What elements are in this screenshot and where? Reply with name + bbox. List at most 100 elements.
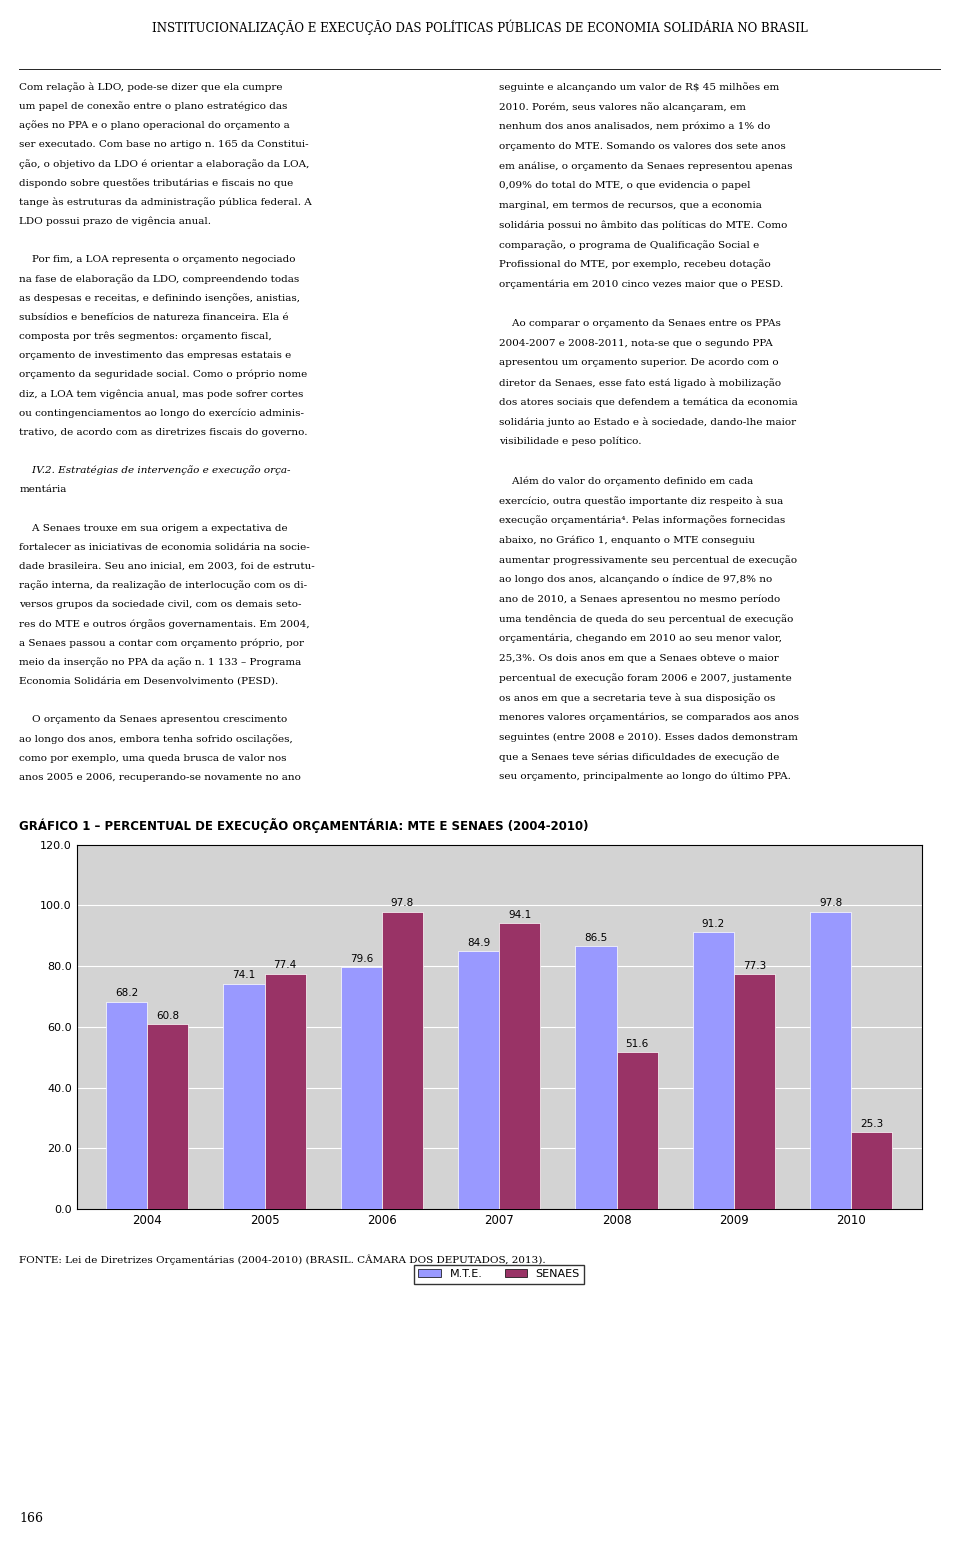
Text: Com relação à LDO, pode-se dizer que ela cumpre: Com relação à LDO, pode-se dizer que ela… <box>19 82 282 91</box>
Text: mentária: mentária <box>19 485 66 494</box>
Text: orçamento da seguridade social. Como o próprio nome: orçamento da seguridade social. Como o p… <box>19 370 307 380</box>
Bar <box>147 1025 188 1209</box>
Text: dos atores sociais que defendem a temática da economia: dos atores sociais que defendem a temáti… <box>499 398 798 408</box>
Text: ações no PPA e o plano operacional do orçamento a: ações no PPA e o plano operacional do or… <box>19 121 290 130</box>
Text: como por exemplo, uma queda brusca de valor nos: como por exemplo, uma queda brusca de va… <box>19 753 287 763</box>
Text: as despesas e receitas, e definindo isenções, anistias,: as despesas e receitas, e definindo isen… <box>19 293 300 302</box>
Bar <box>224 984 265 1209</box>
Text: Além do valor do orçamento definido em cada: Além do valor do orçamento definido em c… <box>499 476 754 485</box>
Text: orçamentária em 2010 cinco vezes maior que o PESD.: orçamentária em 2010 cinco vezes maior q… <box>499 279 783 288</box>
Text: 91.2: 91.2 <box>702 919 725 928</box>
Text: 79.6: 79.6 <box>349 953 372 964</box>
Text: ano de 2010, a Senaes apresentou no mesmo período: ano de 2010, a Senaes apresentou no mesm… <box>499 595 780 604</box>
Text: res do MTE e outros órgãos governamentais. Em 2004,: res do MTE e outros órgãos governamentai… <box>19 618 310 629</box>
Text: anos 2005 e 2006, recuperando-se novamente no ano: anos 2005 e 2006, recuperando-se novamen… <box>19 773 301 781</box>
Text: IV.2. Estratégias de intervenção e execução orça-: IV.2. Estratégias de intervenção e execu… <box>19 465 291 476</box>
Text: diretor da Senaes, esse fato está ligado à mobilização: diretor da Senaes, esse fato está ligado… <box>499 378 781 388</box>
Text: dade brasileira. Seu ano inicial, em 2003, foi de estrutu-: dade brasileira. Seu ano inicial, em 200… <box>19 561 315 570</box>
Text: na fase de elaboração da LDO, compreendendo todas: na fase de elaboração da LDO, compreende… <box>19 274 300 284</box>
Text: nenhum dos anos analisados, nem próximo a 1% do: nenhum dos anos analisados, nem próximo … <box>499 122 771 132</box>
Text: orçamento do MTE. Somando os valores dos sete anos: orçamento do MTE. Somando os valores dos… <box>499 143 786 150</box>
Bar <box>499 924 540 1209</box>
Text: tange às estruturas da administração pública federal. A: tange às estruturas da administração púb… <box>19 197 312 208</box>
Text: 51.6: 51.6 <box>626 1038 649 1049</box>
Text: diz, a LOA tem vigência anual, mas pode sofrer cortes: diz, a LOA tem vigência anual, mas pode … <box>19 389 303 398</box>
Text: ou contingenciamentos ao longo do exercício adminis-: ou contingenciamentos ao longo do exercí… <box>19 408 304 419</box>
Text: FONTE: Lei de Diretrizes Orçamentárias (2004-2010) (BRASIL. CÂMARA DOS DEPUTADOS: FONTE: Lei de Diretrizes Orçamentárias (… <box>19 1254 546 1265</box>
Text: 97.8: 97.8 <box>819 899 842 908</box>
Bar <box>265 973 305 1209</box>
Text: apresentou um orçamento superior. De acordo com o: apresentou um orçamento superior. De aco… <box>499 358 779 367</box>
Text: 2010. Porém, seus valores não alcançaram, em: 2010. Porém, seus valores não alcançaram… <box>499 102 746 112</box>
Text: meio da inserção no PPA da ação n. 1 133 – Programa: meio da inserção no PPA da ação n. 1 133… <box>19 657 301 666</box>
Text: fortalecer as iniciativas de economia solidária na socie-: fortalecer as iniciativas de economia so… <box>19 542 310 552</box>
Text: menores valores orçamentários, se comparados aos anos: menores valores orçamentários, se compar… <box>499 713 799 722</box>
Text: 25,3%. Os dois anos em que a Senaes obteve o maior: 25,3%. Os dois anos em que a Senaes obte… <box>499 654 779 663</box>
Bar <box>852 1132 892 1209</box>
Text: Profissional do MTE, por exemplo, recebeu dotação: Profissional do MTE, por exemplo, recebe… <box>499 260 771 270</box>
Text: solidária junto ao Estado e à sociedade, dando-lhe maior: solidária junto ao Estado e à sociedade,… <box>499 417 797 426</box>
Text: INSTITUCIONALIZAÇÃO E EXECUÇÃO DAS POLÍTICAS PÚBLICAS DE ECONOMIA SOLIDÁRIA NO B: INSTITUCIONALIZAÇÃO E EXECUÇÃO DAS POLÍT… <box>152 20 808 36</box>
Text: ao longo dos anos, embora tenha sofrido oscilações,: ao longo dos anos, embora tenha sofrido … <box>19 735 293 744</box>
Bar <box>575 947 616 1209</box>
Text: que a Senaes teve sérias dificuldades de execução de: que a Senaes teve sérias dificuldades de… <box>499 752 780 761</box>
Text: 166: 166 <box>19 1513 43 1525</box>
Text: seu orçamento, principalmente ao longo do último PPA.: seu orçamento, principalmente ao longo d… <box>499 772 791 781</box>
Text: LDO possui prazo de vigência anual.: LDO possui prazo de vigência anual. <box>19 217 211 226</box>
Text: 2004-2007 e 2008-2011, nota-se que o segundo PPA: 2004-2007 e 2008-2011, nota-se que o seg… <box>499 339 773 347</box>
Text: Por fim, a LOA representa o orçamento negociado: Por fim, a LOA representa o orçamento ne… <box>19 256 296 264</box>
Text: aumentar progressivamente seu percentual de execução: aumentar progressivamente seu percentual… <box>499 555 798 564</box>
Legend: M.T.E., SENAES: M.T.E., SENAES <box>414 1265 585 1283</box>
Text: marginal, em termos de recursos, que a economia: marginal, em termos de recursos, que a e… <box>499 202 762 209</box>
Text: a Senaes passou a contar com orçamento próprio, por: a Senaes passou a contar com orçamento p… <box>19 639 304 648</box>
Text: seguinte e alcançando um valor de R$ 45 milhões em: seguinte e alcançando um valor de R$ 45 … <box>499 82 780 93</box>
Bar <box>616 1052 658 1209</box>
Text: Ao comparar o orçamento da Senaes entre os PPAs: Ao comparar o orçamento da Senaes entre … <box>499 319 781 329</box>
Text: versos grupos da sociedade civil, com os demais seto-: versos grupos da sociedade civil, com os… <box>19 600 301 609</box>
Text: ração interna, da realização de interlocução com os di-: ração interna, da realização de interloc… <box>19 581 307 591</box>
Bar <box>458 952 499 1209</box>
Text: exercício, outra questão importante diz respeito à sua: exercício, outra questão importante diz … <box>499 496 783 505</box>
Bar <box>382 911 423 1209</box>
Text: orçamento de investimento das empresas estatais e: orçamento de investimento das empresas e… <box>19 350 292 360</box>
Text: os anos em que a secretaria teve à sua disposição os: os anos em que a secretaria teve à sua d… <box>499 693 776 702</box>
Text: um papel de conexão entre o plano estratégico das: um papel de conexão entre o plano estrat… <box>19 101 288 112</box>
Text: composta por três segmentos: orçamento fiscal,: composta por três segmentos: orçamento f… <box>19 332 272 341</box>
Text: em análise, o orçamento da Senaes representou apenas: em análise, o orçamento da Senaes repres… <box>499 161 793 170</box>
Text: dispondo sobre questões tributárias e fiscais no que: dispondo sobre questões tributárias e fi… <box>19 178 294 188</box>
Text: 86.5: 86.5 <box>585 933 608 942</box>
Text: trativo, de acordo com as diretrizes fiscais do governo.: trativo, de acordo com as diretrizes fis… <box>19 428 308 437</box>
Text: uma tendência de queda do seu percentual de execução: uma tendência de queda do seu percentual… <box>499 614 794 623</box>
Text: 77.3: 77.3 <box>743 961 766 970</box>
Text: 60.8: 60.8 <box>156 1011 180 1021</box>
Text: execução orçamentária⁴. Pelas informações fornecidas: execução orçamentária⁴. Pelas informaçõe… <box>499 516 785 525</box>
Text: subsídios e benefícios de natureza financeira. Ela é: subsídios e benefícios de natureza finan… <box>19 313 289 322</box>
Text: abaixo, no Gráfico 1, enquanto o MTE conseguiu: abaixo, no Gráfico 1, enquanto o MTE con… <box>499 535 756 546</box>
Bar <box>733 975 775 1209</box>
Bar <box>107 1001 147 1209</box>
Text: percentual de execução foram 2006 e 2007, justamente: percentual de execução foram 2006 e 2007… <box>499 673 792 684</box>
Text: 74.1: 74.1 <box>232 970 255 981</box>
Bar <box>810 911 852 1209</box>
Text: 25.3: 25.3 <box>860 1119 883 1128</box>
Text: seguintes (entre 2008 e 2010). Esses dados demonstram: seguintes (entre 2008 e 2010). Esses dad… <box>499 733 798 741</box>
Text: ao longo dos anos, alcançando o índice de 97,8% no: ao longo dos anos, alcançando o índice d… <box>499 575 773 584</box>
Text: 94.1: 94.1 <box>508 910 531 919</box>
Text: orçamentária, chegando em 2010 ao seu menor valor,: orçamentária, chegando em 2010 ao seu me… <box>499 634 782 643</box>
Text: 97.8: 97.8 <box>391 899 414 908</box>
Text: visibilidade e peso político.: visibilidade e peso político. <box>499 437 641 446</box>
Bar <box>341 967 382 1209</box>
Text: 68.2: 68.2 <box>115 989 138 998</box>
Text: ção, o objetivo da LDO é orientar a elaboração da LOA,: ção, o objetivo da LDO é orientar a elab… <box>19 158 309 169</box>
Text: 0,09% do total do MTE, o que evidencia o papel: 0,09% do total do MTE, o que evidencia o… <box>499 181 751 191</box>
Text: 77.4: 77.4 <box>274 961 297 970</box>
Text: solidária possui no âmbito das políticas do MTE. Como: solidária possui no âmbito das políticas… <box>499 220 787 229</box>
Text: Economia Solidária em Desenvolvimento (PESD).: Economia Solidária em Desenvolvimento (P… <box>19 677 278 687</box>
Text: A Senaes trouxe em sua origem a expectativa de: A Senaes trouxe em sua origem a expectat… <box>19 524 288 533</box>
Text: ser executado. Com base no artigo n. 165 da Constitui-: ser executado. Com base no artigo n. 165… <box>19 140 309 149</box>
Text: comparação, o programa de Qualificação Social e: comparação, o programa de Qualificação S… <box>499 240 759 250</box>
Text: 84.9: 84.9 <box>468 938 491 947</box>
Text: GRÁFICO 1 – PERCENTUAL DE EXECUÇÃO ORÇAMENTÁRIA: MTE E SENAES (2004-2010): GRÁFICO 1 – PERCENTUAL DE EXECUÇÃO ORÇAM… <box>19 818 588 832</box>
Text: O orçamento da Senaes apresentou crescimento: O orçamento da Senaes apresentou crescim… <box>19 715 287 724</box>
Bar <box>693 932 733 1209</box>
